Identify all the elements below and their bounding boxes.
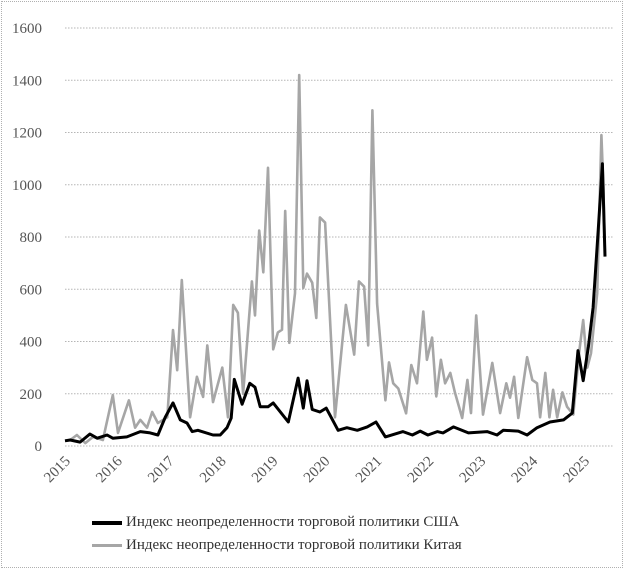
- series-lines: [64, 73, 607, 445]
- x-tick-label: 2024: [509, 453, 542, 486]
- x-tick-label: 2020: [301, 454, 334, 487]
- x-tick-label: 2019: [249, 454, 282, 487]
- series-line-usa: [64, 162, 607, 444]
- legend-swatch-usa: [92, 520, 122, 525]
- y-tick-label: 1000: [12, 178, 42, 194]
- y-tick-label: 200: [20, 387, 43, 403]
- x-axis-ticks: 2015 2016 2017 2018 2019 2020 2021 2022 2023 2024…: [41, 453, 593, 486]
- x-tick-label: 2018: [197, 454, 230, 487]
- x-tick-label: 2016: [93, 453, 126, 486]
- legend-swatch-china: [92, 544, 122, 547]
- y-tick-label: 400: [20, 335, 43, 351]
- y-tick-label: 600: [20, 282, 43, 298]
- y-tick-label: 1200: [12, 126, 42, 142]
- y-axis-ticks: 0 200 400 600 800 1000 1200 1400 1600: [12, 21, 42, 455]
- series-line-china: [64, 73, 607, 445]
- legend-item-usa: Индекс неопределенности торговой политик…: [92, 514, 459, 531]
- x-tick-label: 2023: [457, 454, 490, 487]
- legend-label-usa: Индекс неопределенности торговой политик…: [126, 514, 460, 530]
- y-tick-label: 1400: [12, 73, 42, 89]
- x-tick-label: 2025: [561, 454, 594, 487]
- y-tick-label: 0: [35, 439, 43, 455]
- x-tick-label: 2015: [41, 454, 74, 487]
- legend-item-china: Индекс неопределенности торговой политик…: [92, 537, 462, 554]
- x-tick-label: 2022: [405, 454, 438, 487]
- y-tick-label: 1600: [12, 21, 42, 37]
- legend-label-china: Индекс неопределенности торговой политик…: [126, 537, 462, 553]
- y-tick-label: 800: [20, 230, 43, 246]
- x-tick-label: 2017: [145, 453, 178, 486]
- x-tick-label: 2021: [353, 454, 386, 487]
